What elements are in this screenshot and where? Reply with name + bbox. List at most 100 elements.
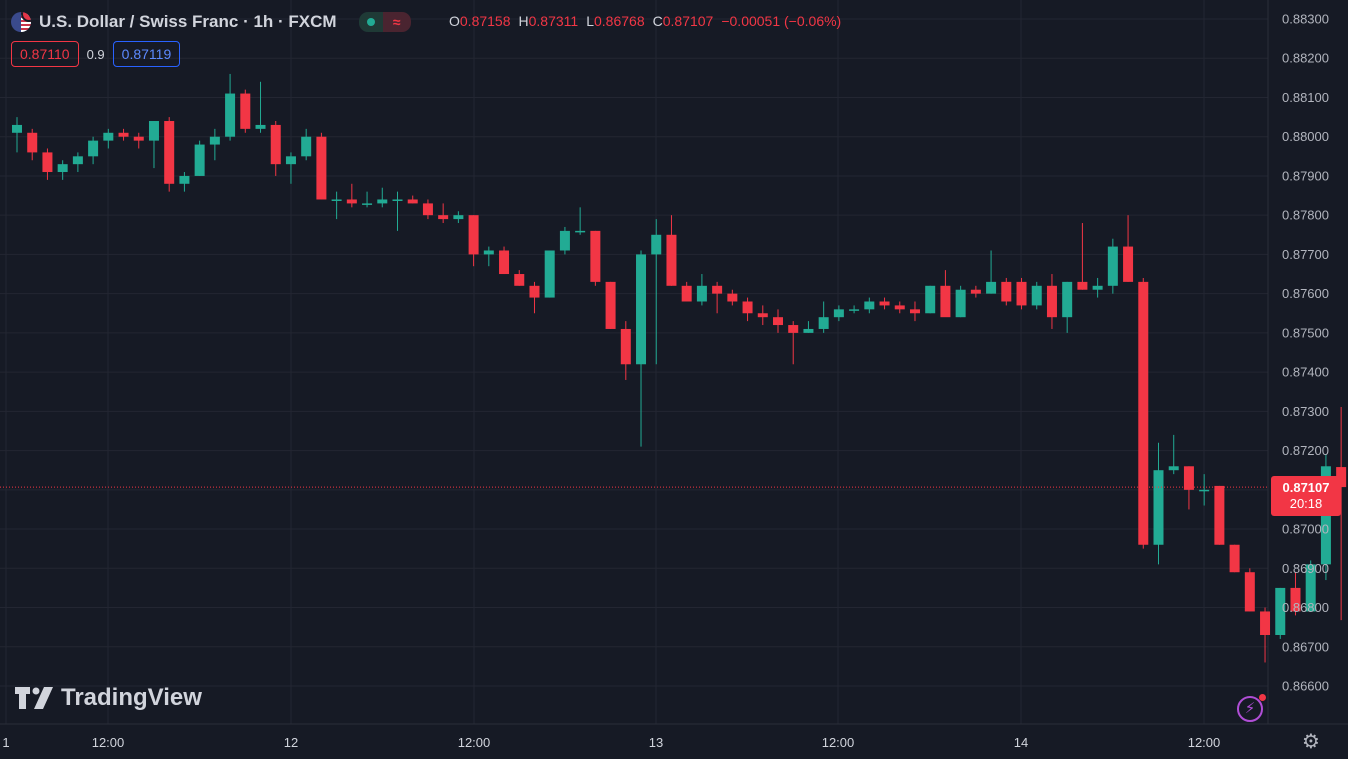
candle[interactable]	[1123, 215, 1134, 282]
candle[interactable]	[1275, 587, 1286, 639]
candle[interactable]	[72, 152, 83, 173]
candle[interactable]	[12, 117, 22, 153]
symbol-header[interactable]: U.S. Dollar / Swiss Franc · 1h · FXCM ≈	[11, 9, 411, 35]
candle[interactable]	[225, 73, 236, 141]
candle[interactable]	[407, 195, 418, 204]
candle[interactable]	[651, 219, 662, 365]
candle[interactable]	[285, 152, 296, 184]
candle[interactable]	[970, 285, 981, 298]
candle[interactable]	[864, 297, 875, 314]
candle[interactable]	[788, 321, 799, 365]
candle[interactable]	[468, 215, 479, 267]
candle[interactable]	[27, 128, 38, 161]
candle[interactable]	[757, 305, 768, 326]
candle[interactable]	[773, 309, 783, 333]
candle[interactable]	[1092, 277, 1103, 298]
candle[interactable]	[1031, 281, 1042, 310]
candle[interactable]	[955, 285, 966, 318]
candle[interactable]	[483, 246, 494, 267]
lightning-icon[interactable]: ⚡	[1237, 694, 1266, 722]
candle[interactable]	[194, 140, 205, 176]
candle[interactable]	[346, 183, 357, 208]
candle[interactable]	[255, 81, 266, 133]
candle[interactable]	[1244, 568, 1255, 612]
candle[interactable]	[499, 246, 510, 275]
candle[interactable]	[849, 305, 860, 314]
buy-button[interactable]: 0.87119	[112, 41, 181, 67]
candle[interactable]	[1046, 274, 1057, 329]
candle[interactable]	[818, 301, 829, 333]
candle[interactable]	[453, 211, 464, 224]
candle[interactable]	[1214, 485, 1225, 545]
sell-button[interactable]: 0.87110	[11, 41, 79, 67]
candle-body	[194, 144, 205, 176]
candle[interactable]	[575, 207, 586, 235]
candle[interactable]	[590, 230, 601, 286]
candle[interactable]	[164, 117, 175, 192]
candle[interactable]	[331, 191, 342, 220]
tradingview-logo[interactable]: TradingView	[15, 684, 202, 712]
candle[interactable]	[179, 172, 190, 192]
candle[interactable]	[362, 191, 373, 208]
candle[interactable]	[1138, 277, 1149, 549]
candle[interactable]	[1001, 277, 1012, 306]
candle[interactable]	[696, 274, 707, 306]
candle[interactable]	[529, 281, 540, 314]
candle[interactable]	[1260, 607, 1271, 663]
candle[interactable]	[270, 121, 281, 176]
candle[interactable]	[1336, 407, 1347, 621]
candle[interactable]	[1183, 466, 1194, 510]
candle[interactable]	[544, 250, 555, 298]
candle[interactable]	[57, 160, 68, 180]
candle[interactable]	[148, 121, 159, 169]
time-axis[interactable]: 1 12:00 12 12:00 13 12:00 14 12:00	[2, 735, 1220, 750]
candle[interactable]	[103, 128, 114, 149]
candle[interactable]	[559, 226, 570, 255]
candle[interactable]	[316, 132, 327, 200]
candle[interactable]	[209, 128, 220, 161]
candle[interactable]	[986, 250, 997, 294]
candle[interactable]	[681, 281, 692, 302]
candle-body	[1244, 572, 1255, 612]
candle[interactable]	[1168, 434, 1179, 475]
candle[interactable]	[42, 148, 53, 180]
candle[interactable]	[833, 305, 844, 322]
candle[interactable]	[1229, 544, 1240, 573]
candle[interactable]	[666, 215, 677, 286]
candle-body	[712, 285, 723, 294]
candle[interactable]	[133, 132, 144, 149]
candle[interactable]	[240, 89, 251, 133]
candle[interactable]	[377, 187, 388, 208]
candle[interactable]	[1062, 281, 1073, 333]
candle[interactable]	[727, 289, 738, 306]
candle[interactable]	[392, 191, 403, 231]
candle[interactable]	[118, 128, 129, 141]
candle[interactable]	[742, 297, 753, 322]
candle[interactable]	[1107, 238, 1118, 294]
market-status-pill[interactable]: ≈	[358, 12, 411, 32]
candle[interactable]	[879, 297, 890, 310]
gear-icon[interactable]: ⚙	[1302, 731, 1320, 753]
candle[interactable]	[88, 136, 99, 165]
candle[interactable]	[894, 301, 905, 314]
candle[interactable]	[1199, 474, 1210, 506]
candle[interactable]	[636, 250, 647, 447]
candle[interactable]	[909, 301, 920, 322]
candle[interactable]	[1016, 277, 1027, 310]
candle[interactable]	[301, 128, 312, 161]
candle[interactable]	[925, 285, 936, 314]
symbol-title[interactable]: U.S. Dollar / Swiss Franc · 1h · FXCM	[39, 12, 337, 31]
candle[interactable]	[620, 321, 631, 380]
candle[interactable]	[803, 321, 814, 333]
candle[interactable]	[940, 270, 951, 318]
candle[interactable]	[438, 203, 449, 224]
candle[interactable]	[422, 199, 433, 220]
candle[interactable]	[712, 281, 723, 314]
candle[interactable]	[1077, 223, 1088, 290]
candle[interactable]	[1305, 560, 1316, 612]
candle[interactable]	[514, 270, 525, 286]
candle[interactable]	[1290, 572, 1301, 616]
candle[interactable]	[605, 281, 616, 329]
candle[interactable]	[1153, 442, 1164, 565]
